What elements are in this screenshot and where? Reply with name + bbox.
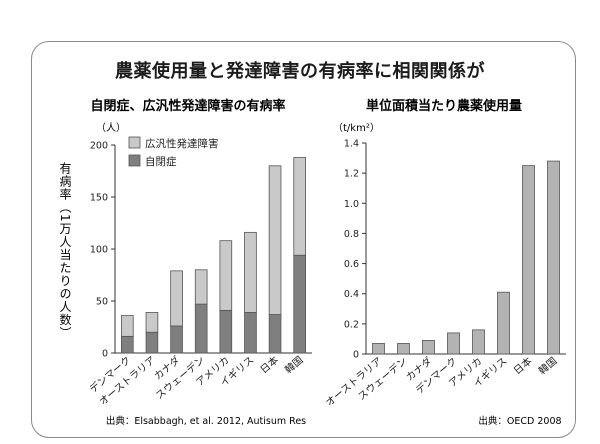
left-x-tick-label: 日本 — [257, 353, 281, 376]
right-y-tick-label: 1.2 — [344, 169, 359, 180]
right-y-tick-label: 0.8 — [344, 229, 359, 240]
right-bar — [372, 343, 385, 355]
left-bar-pdd — [121, 315, 134, 337]
right-y-tick-label: 0 — [353, 350, 359, 361]
right-y-tick-label: 0.2 — [344, 319, 359, 330]
right-bar — [422, 340, 435, 355]
left-bar-pdd — [170, 270, 183, 327]
left-chart: 自閉症、広汎性発達障害の有病率 （人） 有病率（1万人当たりの人数） 0 50 10… — [58, 98, 312, 427]
left-y-axis-label: 有病率（1万人当たりの人数） — [58, 162, 72, 340]
right-y-tick-label: 0.4 — [344, 289, 359, 300]
right-bar — [397, 343, 410, 355]
main-title: 農薬使用量と発達障害の有病率に相関関係が — [115, 61, 485, 82]
left-y-tick-label: 200 — [90, 141, 108, 152]
right-y-tick-label: 1.4 — [344, 139, 359, 150]
right-bar — [497, 291, 510, 355]
left-bar-autism — [244, 312, 257, 354]
right-chart: 単位面積当たり農薬使用量 （t/km²） 0 0.2 0.4 0.6 0.8 1.0 1.2… — [323, 98, 566, 427]
left-bar-autism — [219, 309, 233, 354]
left-y-tick-label: 0 — [102, 349, 108, 360]
legend-swatch — [128, 154, 141, 167]
left-bar-pdd — [268, 165, 282, 315]
right-bar — [447, 332, 460, 355]
legend-label: 自閉症 — [145, 155, 177, 168]
left-bar-pdd — [194, 269, 208, 305]
left-y-tick-label: 150 — [90, 193, 108, 204]
right-bar — [522, 165, 535, 355]
right-chart-title: 単位面積当たり農薬使用量 — [366, 98, 522, 114]
left-bar-pdd — [244, 231, 257, 313]
right-x-tick-label: 韓国 — [536, 355, 559, 377]
legend-swatch — [128, 136, 141, 149]
left-bar-pdd — [293, 157, 306, 256]
right-y-tick-label: 0.6 — [344, 259, 359, 270]
left-unit-label: （人） — [96, 122, 126, 134]
right-y-tick-label: 1.0 — [344, 199, 359, 210]
left-x-tick-label: 韓国 — [283, 354, 306, 376]
right-source: 出典：OECD 2008 — [478, 415, 561, 427]
left-chart-title: 自閉症、広汎性発達障害の有病率 — [90, 98, 285, 114]
left-bar-pdd — [145, 312, 159, 333]
left-y-tick-label: 50 — [96, 297, 108, 308]
right-x-tick-label: 日本 — [511, 354, 535, 377]
left-bar-autism — [194, 303, 208, 354]
left-source: 出典：Elsabbagh, et al. 2012, Autisum Res — [106, 415, 306, 427]
left-bar-autism — [293, 254, 306, 354]
right-unit-label: （t/km²） — [333, 122, 380, 134]
left-bar-autism — [268, 314, 282, 354]
legend-label: 広汎性発達障害 — [145, 137, 219, 150]
right-bar — [547, 160, 560, 355]
left-y-tick-label: 100 — [90, 245, 108, 256]
left-bar-autism — [145, 331, 159, 354]
left-bar-pdd — [219, 240, 233, 311]
right-bar — [472, 329, 485, 355]
left-bar-autism — [170, 325, 183, 354]
left-bar-autism — [121, 335, 134, 354]
